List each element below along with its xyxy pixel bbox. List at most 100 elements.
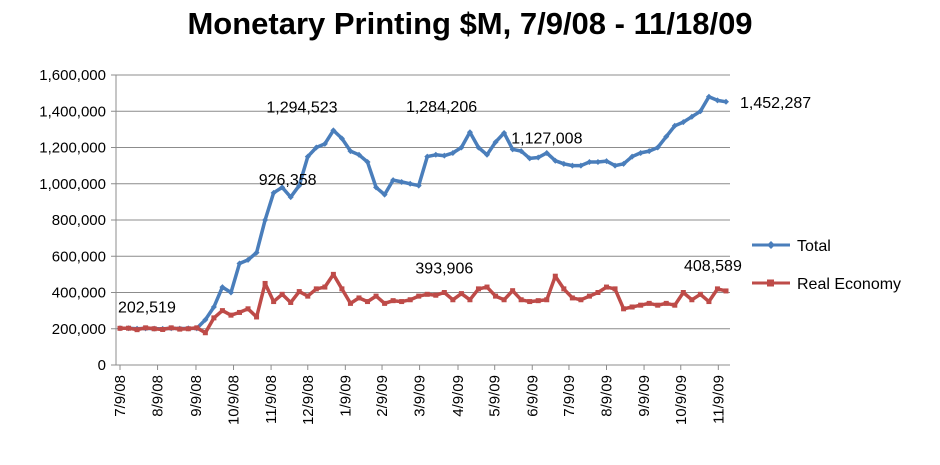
x-tick-label: 1/9/09 [337, 375, 354, 417]
x-tick-label: 9/9/08 [188, 375, 205, 417]
data-point-total [245, 256, 252, 263]
data-point-real-economy [544, 297, 550, 303]
data-point-real-economy [339, 286, 345, 292]
data-point-total [330, 127, 337, 134]
data-point-total [620, 160, 627, 167]
data-point-real-economy [612, 286, 618, 292]
data-point-total [390, 177, 397, 184]
data-point-real-economy [535, 298, 541, 304]
y-tick-label: 600,000 [52, 248, 106, 265]
data-point-total [688, 113, 695, 120]
y-tick-label: 400,000 [52, 285, 106, 302]
data-point-total [697, 108, 704, 115]
data-label: 1,294,523 [266, 99, 337, 116]
data-point-total [355, 151, 362, 158]
x-tick-label: 8/9/09 [599, 375, 616, 417]
data-point-real-economy [714, 286, 720, 292]
data-point-total [202, 316, 209, 323]
data-point-total [287, 194, 294, 201]
data-point-real-economy [569, 295, 575, 301]
data-point-total [560, 160, 567, 167]
data-point-total [373, 184, 380, 191]
data-point-real-economy [510, 288, 516, 294]
y-tick-label: 800,000 [52, 212, 106, 229]
data-point-total [586, 159, 593, 165]
data-point-total [552, 157, 559, 164]
data-point-total [441, 152, 448, 159]
data-label: 408,589 [684, 258, 742, 275]
data-point-real-economy [134, 327, 140, 333]
legend-label: Real Economy [797, 276, 901, 293]
data-point-real-economy [313, 286, 319, 292]
data-point-real-economy [493, 293, 499, 299]
y-tick-label: 0 [98, 357, 106, 374]
data-label: 393,906 [415, 261, 473, 278]
data-point-total [432, 151, 439, 158]
data-point-total [543, 149, 550, 156]
data-label: 1,452,287 [740, 95, 811, 112]
data-point-real-economy [467, 297, 473, 303]
y-tick-label: 1,600,000 [39, 67, 106, 84]
data-point-real-economy [143, 325, 149, 331]
data-point-real-economy [219, 308, 225, 314]
x-tick-label: 11/9/08 [263, 375, 280, 424]
data-point-total [535, 154, 542, 161]
y-tick-label: 200,000 [52, 321, 106, 338]
data-point-real-economy [595, 290, 601, 295]
data-point-total [424, 153, 431, 160]
data-point-total [313, 144, 320, 151]
data-point-total [262, 217, 269, 223]
data-point-total [466, 129, 473, 136]
data-point-total [304, 153, 311, 160]
data-point-real-economy [441, 290, 447, 295]
data-point-total [680, 119, 687, 126]
data-point-total [458, 144, 465, 151]
data-point-total [475, 144, 482, 151]
data-point-real-economy [262, 280, 268, 286]
data-point-real-economy [356, 295, 362, 301]
data-point-real-economy [416, 293, 422, 299]
data-point-real-economy [177, 326, 183, 332]
data-point-real-economy [322, 284, 328, 290]
data-point-total [569, 162, 576, 169]
data-point-total [526, 155, 533, 162]
data-point-real-economy [458, 291, 464, 297]
data-point-real-economy [561, 286, 567, 292]
data-point-real-economy [228, 312, 234, 318]
data-point-real-economy [407, 297, 413, 303]
data-point-total [723, 98, 729, 105]
data-point-real-economy [279, 291, 285, 297]
data-point-real-economy [288, 299, 294, 305]
data-point-real-economy [638, 302, 644, 308]
data-point-real-economy [450, 297, 456, 303]
data-point-real-economy [527, 299, 533, 305]
data-point-real-economy [424, 291, 430, 297]
data-point-real-economy [211, 315, 217, 321]
x-tick-label: 6/9/09 [524, 375, 541, 417]
data-point-real-economy [117, 325, 123, 331]
data-label: 1,284,206 [406, 99, 477, 116]
data-point-total [227, 289, 234, 296]
data-point-real-economy [160, 326, 166, 332]
data-point-real-economy [347, 300, 353, 306]
data-point-real-economy [373, 293, 379, 299]
data-point-total [671, 122, 678, 129]
data-point-real-economy [365, 299, 371, 305]
data-point-total [407, 180, 414, 187]
data-point-total [654, 144, 661, 151]
data-point-real-economy [578, 297, 584, 303]
data-point-real-economy [245, 306, 251, 312]
data-point-real-economy [168, 325, 174, 331]
data-point-total [398, 178, 405, 185]
data-point-total [296, 182, 303, 189]
data-point-real-economy [646, 300, 652, 306]
data-point-total [492, 139, 499, 146]
data-label: 202,519 [118, 299, 176, 316]
data-point-total [594, 159, 601, 165]
data-point-total [646, 148, 653, 155]
y-tick-label: 1,400,000 [39, 103, 106, 120]
data-point-real-economy [185, 326, 191, 332]
data-point-total [603, 158, 610, 165]
data-point-total [577, 162, 584, 169]
x-tick-label: 10/9/09 [673, 375, 690, 425]
